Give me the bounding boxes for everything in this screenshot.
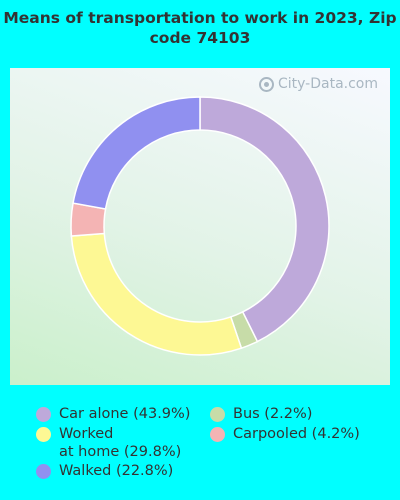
chart-title: Means of transportation to work in 2023,… <box>3 9 397 47</box>
watermark: City-Data.com <box>258 76 378 92</box>
legend-label-walked: Walked (22.8%) <box>59 463 174 479</box>
legend-item-carpooled: Carpooled (4.2%) <box>210 425 360 443</box>
legend-swatch <box>210 427 225 442</box>
legend-swatch <box>36 427 51 442</box>
legend-item-worked-at-home: Worked at home (29.8%) <box>36 425 181 461</box>
donut-slice-worked-at-home <box>70 232 243 356</box>
legend-swatch <box>210 407 225 422</box>
legend-swatch <box>36 407 51 422</box>
legend-swatch <box>36 464 51 479</box>
donut-slice-car-alone <box>199 96 330 343</box>
donut-slice-walked <box>72 96 201 210</box>
legend-item-bus: Bus (2.2%) <box>210 405 312 423</box>
city-data-logo-icon <box>258 76 274 92</box>
legend-label-carpooled: Carpooled (4.2%) <box>233 426 360 442</box>
watermark-text: City-Data.com <box>277 76 378 92</box>
legend-label-worked-at-home: Worked at home (29.8%) <box>59 426 182 460</box>
legend-label-car-alone: Car alone (43.9%) <box>59 406 191 422</box>
legend: Car alone (43.9%) Worked at home (29.8%)… <box>0 400 400 490</box>
legend-label-bus: Bus (2.2%) <box>233 406 313 422</box>
legend-item-walked: Walked (22.8%) <box>36 462 173 480</box>
legend-item-car-alone: Car alone (43.9%) <box>36 405 190 423</box>
